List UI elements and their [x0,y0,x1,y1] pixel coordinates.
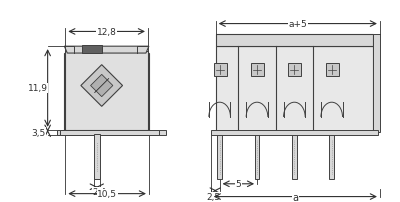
Text: 11,9: 11,9 [28,84,48,93]
Bar [211,130,378,135]
Bar [82,46,102,54]
Bar [217,131,222,179]
Polygon shape [81,65,122,107]
Text: 5: 5 [236,179,241,188]
Bar [288,64,301,76]
Bar [329,131,334,179]
Bar [326,64,338,76]
Bar [58,130,166,135]
Text: 2,5: 2,5 [206,192,220,201]
Text: a+5: a+5 [288,20,307,29]
Bar [251,64,264,76]
Polygon shape [65,52,148,130]
Bar [373,35,380,132]
Text: 10,5: 10,5 [97,189,117,198]
Bar [94,134,100,179]
Bar [216,35,373,47]
Polygon shape [90,75,113,97]
Bar [95,135,99,179]
Text: 2,4: 2,4 [93,187,107,196]
Bar [254,131,260,179]
Text: a: a [292,192,298,202]
Bar [292,131,297,179]
Bar [60,130,159,135]
Text: 3,5: 3,5 [32,128,46,137]
Text: 12,8: 12,8 [97,28,116,37]
Bar [214,64,226,76]
Bar [216,47,373,132]
Polygon shape [64,47,149,54]
Polygon shape [64,54,149,130]
